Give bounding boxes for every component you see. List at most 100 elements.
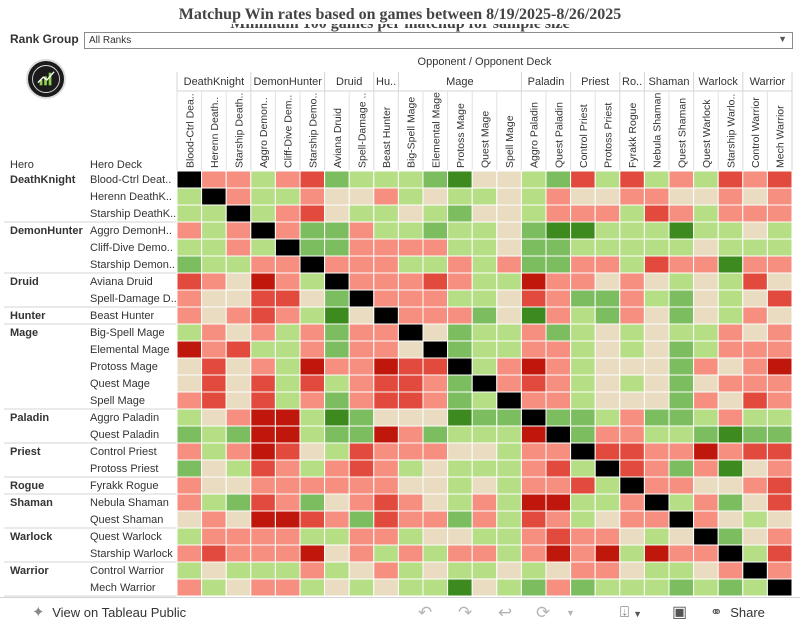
refresh-icon[interactable]: ⟳: [536, 603, 551, 622]
heatmap-cell: [594, 544, 621, 563]
column-group-label: Warlock: [699, 76, 739, 88]
heatmap-cell: [693, 391, 719, 410]
heatmap-cell: [348, 170, 375, 189]
row-deck-label: Aggro Paladin: [90, 412, 159, 424]
heatmap-cell: [693, 544, 719, 563]
heatmap-cell: [594, 306, 621, 325]
heatmap-cell: [766, 578, 793, 597]
heatmap-cell: [348, 408, 375, 427]
heatmap-cell: [201, 357, 227, 376]
heatmap-cell: [742, 391, 768, 410]
site-logo: [26, 59, 66, 99]
share-button[interactable]: ⚭ Share: [710, 598, 765, 628]
heatmap-cell: [348, 442, 375, 461]
heatmap-cell: [520, 578, 547, 597]
heatmap-cell: [373, 187, 399, 206]
heatmap-cell: [422, 425, 449, 444]
heatmap-cell: [373, 476, 399, 495]
column-group-label: Warrior: [750, 76, 786, 88]
heatmap-cell: [766, 510, 793, 529]
heatmap-cell: [176, 323, 203, 342]
row-hero-label: Mage: [10, 327, 38, 339]
heatmap-cell: [668, 510, 695, 529]
heatmap-cell: [250, 323, 276, 342]
heatmap-cell: [299, 544, 326, 563]
heatmap-cell: [545, 391, 572, 410]
column-label: Quest Mage: [480, 111, 492, 168]
heatmap-cell: [643, 476, 670, 495]
download-icon[interactable]: ⍗ ▼: [620, 604, 643, 621]
heatmap-cell: [225, 255, 252, 274]
heatmap-cell: [471, 527, 498, 546]
heatmap-cell: [201, 238, 227, 257]
heatmap-cell: [201, 272, 227, 291]
heatmap-cell: [324, 391, 350, 410]
column-group-label: Mage: [446, 76, 474, 88]
heatmap-cell: [594, 204, 621, 223]
column-label: Control Priest: [578, 104, 590, 168]
tableau-toolbar: ✦ View on Tableau Public ↶ ↷ ↩ ⟳ ▼ ⍗ ▼ ▣…: [0, 597, 800, 628]
heatmap-cell: [545, 561, 572, 580]
heatmap-cell: [250, 187, 276, 206]
heatmap-cell: [742, 238, 768, 257]
heatmap-cell: [643, 255, 670, 274]
undo-icon[interactable]: ↶: [418, 603, 433, 622]
heatmap-cell: [447, 204, 473, 223]
heatmap-cell: [176, 238, 203, 257]
heatmap-cell: [496, 357, 522, 376]
heatmap-cell: [693, 289, 719, 308]
heatmap-cell: [201, 510, 227, 529]
heatmap-cell: [766, 306, 793, 325]
heatmap-cell: [274, 493, 301, 512]
heatmap-cell: [545, 425, 572, 444]
heatmap-cell: [225, 238, 252, 257]
heatmap-cell: [324, 170, 350, 189]
row-deck-label: Quest Shaman: [90, 514, 163, 526]
heatmap-cell: [545, 255, 572, 274]
revert-icon[interactable]: ↩: [498, 603, 513, 622]
heatmap-cell: [373, 442, 399, 461]
heatmap-cell: [225, 204, 252, 223]
heatmap-cell: [520, 289, 547, 308]
heatmap-cell: [201, 578, 227, 597]
heatmap-cell: [324, 578, 350, 597]
view-on-tableau-button[interactable]: ✦ View on Tableau Public: [32, 598, 186, 628]
heatmap-cell: [471, 408, 498, 427]
heatmap-cell: [324, 357, 350, 376]
heatmap-cell: [619, 306, 645, 325]
column-label: Control Warrior: [750, 97, 762, 168]
heatmap-cell: [274, 306, 301, 325]
heatmap-cell: [742, 493, 768, 512]
heatmap-cell: [570, 527, 596, 546]
heatmap-cell: [397, 340, 424, 359]
heatmap-cell: [225, 510, 252, 529]
heatmap-cell: [176, 442, 203, 461]
heatmap-cell: [693, 187, 719, 206]
heatmap-cell: [742, 340, 768, 359]
heatmap-cell: [299, 255, 326, 274]
heatmap-cell: [496, 391, 522, 410]
row-hero-label: DeathKnight: [10, 174, 76, 186]
heatmap-cell: [225, 272, 252, 291]
heatmap-cell: [545, 408, 572, 427]
heatmap-cell: [643, 425, 670, 444]
heatmap-cell: [717, 306, 744, 325]
heatmap-cell: [225, 408, 252, 427]
heatmap-cell: [668, 187, 695, 206]
heatmap-cell: [668, 323, 695, 342]
heatmap-cell: [643, 323, 670, 342]
heatmap-cell: [397, 459, 424, 478]
rank-group-select[interactable]: All Ranks ▼: [84, 32, 793, 49]
heatmap-cell: [545, 340, 572, 359]
heatmap-cell: [619, 187, 645, 206]
heatmap-cell: [176, 272, 203, 291]
fullscreen-icon[interactable]: ▣: [672, 604, 688, 621]
heatmap-cell: [766, 425, 793, 444]
redo-icon[interactable]: ↷: [458, 603, 473, 622]
heatmap-cell: [422, 442, 449, 461]
heatmap-cell: [299, 340, 326, 359]
pause-dropdown-icon[interactable]: ▼: [566, 608, 575, 618]
heatmap-cell: [422, 255, 449, 274]
heatmap-cell: [373, 391, 399, 410]
heatmap-cell: [274, 204, 301, 223]
